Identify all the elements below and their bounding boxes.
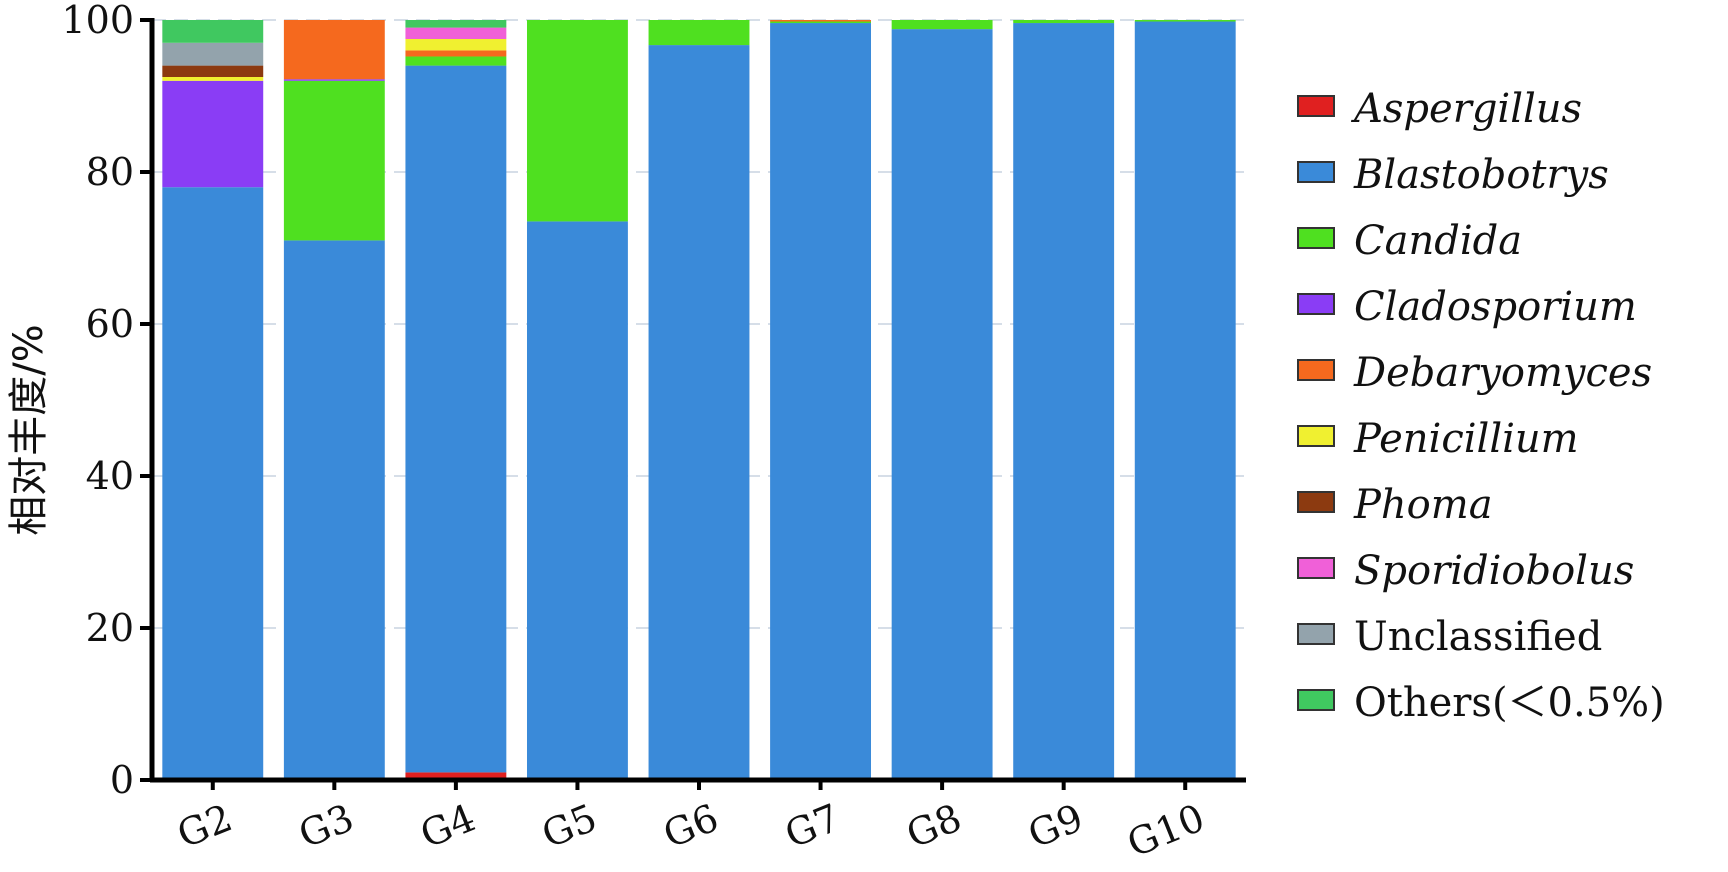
legend-swatch-5 <box>1297 425 1335 447</box>
bar-segment-g10-1 <box>1134 21 1236 780</box>
x-tick-label-g7: G7 <box>779 796 846 857</box>
bar-segment-g5-2 <box>526 20 628 222</box>
bar-segment-g6-2 <box>648 20 750 46</box>
bar-segment-g4-7 <box>405 27 507 39</box>
bar-segment-g2-3 <box>162 80 264 188</box>
legend-label-3: Cladosporium <box>1354 284 1637 330</box>
y-axis-label: 相对丰度/% <box>6 324 52 535</box>
legend-label-0: Aspergillus <box>1350 86 1582 132</box>
bar-segment-g3-2 <box>283 80 385 241</box>
bar-segment-g2-6 <box>162 65 264 77</box>
bar-segment-g7-1 <box>770 23 872 781</box>
legend-swatch-3 <box>1297 293 1335 315</box>
legend-swatch-9 <box>1297 689 1335 711</box>
y-tick-label-20: 20 <box>86 606 134 650</box>
x-tick-label-g10: G10 <box>1121 796 1210 866</box>
y-tick-label-40: 40 <box>86 454 134 498</box>
y-tick-label-60: 60 <box>86 302 134 346</box>
x-tick-label-g2: G2 <box>171 796 238 857</box>
bars <box>162 20 1236 781</box>
legend: Aspergillus Blastobotrys Candida Cladospori… <box>1297 86 1665 726</box>
legend-swatch-0 <box>1297 95 1335 117</box>
bar-segment-g8-2 <box>891 20 993 30</box>
x-tick-label-g3: G3 <box>293 796 360 857</box>
y-tick-label-100: 100 <box>61 0 134 42</box>
bar-segment-g2-5 <box>162 77 264 81</box>
bar-segment-g3-4 <box>283 20 385 80</box>
y-tick-label-80: 80 <box>86 150 134 194</box>
legend-swatch-7 <box>1297 557 1335 579</box>
legend-label-7: Sporidiobolus <box>1354 548 1634 594</box>
bar-segment-g4-5 <box>405 39 507 51</box>
bar-segment-g4-1 <box>405 65 507 773</box>
bar-segment-g4-9 <box>405 20 507 28</box>
legend-swatch-1 <box>1297 161 1335 183</box>
legend-label-5: Penicillium <box>1353 416 1579 462</box>
legend-label-8: Unclassified <box>1354 614 1602 660</box>
y-tick-label-0: 0 <box>110 758 134 802</box>
x-tick-label-g6: G6 <box>657 796 724 857</box>
bar-segment-g3-1 <box>283 240 385 780</box>
legend-swatch-2 <box>1297 227 1335 249</box>
legend-label-6: Phoma <box>1353 482 1493 528</box>
x-tick-label-g5: G5 <box>536 796 603 857</box>
bar-segment-g5-1 <box>526 221 628 780</box>
bar-segment-g6-1 <box>648 45 750 780</box>
legend-label-1: Blastobotrys <box>1353 152 1609 198</box>
bar-segment-g7-2 <box>770 21 872 24</box>
x-tick-label-g8: G8 <box>900 796 967 857</box>
bar-segment-g8-1 <box>891 29 993 781</box>
bar-segment-g3-3 <box>283 79 385 81</box>
bar-segment-g2-9 <box>162 20 264 43</box>
bar-segment-g10-2 <box>1134 20 1236 22</box>
bar-segment-g9-1 <box>1013 23 1115 781</box>
legend-swatch-6 <box>1297 491 1335 513</box>
legend-label-2: Candida <box>1354 218 1522 264</box>
bar-segment-g2-1 <box>162 187 264 780</box>
legend-swatch-4 <box>1297 359 1335 381</box>
y-axis-ticks: 0 20 40 60 80 100 <box>61 0 152 802</box>
legend-swatch-8 <box>1297 623 1335 645</box>
x-axis-ticks: G2 G3 G4 G5 G6 G7 G8 G9 G10 <box>171 780 1211 866</box>
bar-segment-g4-0 <box>405 772 507 780</box>
bar-segment-g7-4 <box>770 20 872 22</box>
bar-segment-g4-4 <box>405 50 507 57</box>
x-tick-label-g4: G4 <box>414 796 481 857</box>
bar-segment-g4-2 <box>405 56 507 66</box>
legend-label-9: Others(＜0.5%) <box>1354 680 1665 726</box>
x-tick-label-g9: G9 <box>1022 796 1089 857</box>
bar-segment-g2-8 <box>162 42 264 66</box>
bar-segment-g9-2 <box>1013 20 1115 24</box>
legend-label-4: Debaryomyces <box>1353 350 1652 396</box>
